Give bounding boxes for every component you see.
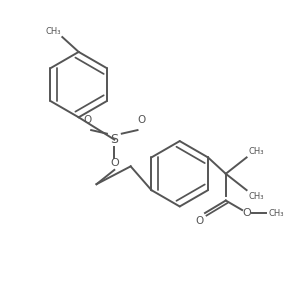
Text: O: O xyxy=(137,115,145,125)
Text: O: O xyxy=(195,216,203,226)
Text: S: S xyxy=(110,133,118,146)
Text: CH₃: CH₃ xyxy=(269,208,284,217)
Text: O: O xyxy=(83,115,92,125)
Text: O: O xyxy=(110,158,119,168)
Text: CH₃: CH₃ xyxy=(248,147,264,156)
Text: CH₃: CH₃ xyxy=(248,192,264,201)
Text: O: O xyxy=(242,208,251,218)
Text: CH₃: CH₃ xyxy=(45,27,61,36)
